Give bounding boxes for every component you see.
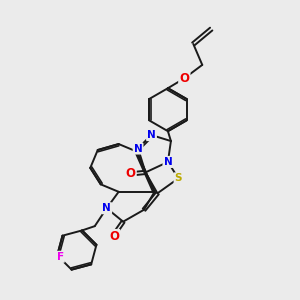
Text: N: N bbox=[164, 157, 172, 167]
Text: N: N bbox=[134, 143, 142, 154]
Text: N: N bbox=[147, 130, 156, 140]
Text: O: O bbox=[109, 230, 119, 243]
Text: O: O bbox=[126, 167, 136, 180]
Text: S: S bbox=[175, 173, 182, 183]
Text: N: N bbox=[102, 203, 111, 213]
Text: O: O bbox=[179, 72, 189, 85]
Text: F: F bbox=[57, 252, 64, 262]
